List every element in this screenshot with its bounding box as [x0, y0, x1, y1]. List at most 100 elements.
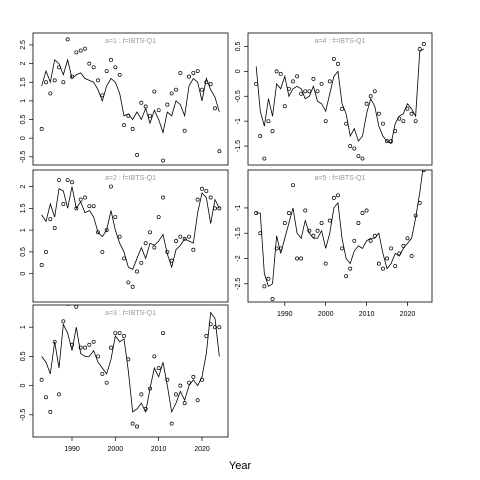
data-point — [187, 380, 191, 385]
panel-title: a=5 : f=IBTS-Q1 — [315, 175, 366, 182]
x-axis-label: Year — [229, 460, 252, 472]
data-point — [117, 331, 122, 335]
data-point — [87, 342, 92, 347]
y-tick-label: 1.5 — [20, 77, 27, 87]
data-point — [368, 238, 373, 243]
fit-line — [41, 311, 220, 414]
y-tick-label: 2 — [20, 185, 27, 189]
data-point — [274, 246, 279, 251]
panel — [39, 178, 222, 289]
data-point — [78, 345, 83, 350]
y-tick-label: -2.5 — [235, 278, 242, 290]
x-tick-label: 1990 — [64, 446, 80, 453]
data-point — [409, 254, 414, 258]
data-point — [61, 80, 66, 85]
data-point — [195, 398, 200, 403]
data-point — [117, 72, 122, 77]
data-point — [282, 221, 287, 226]
data-point — [262, 284, 267, 289]
data-point — [299, 256, 304, 261]
data-point — [122, 123, 126, 128]
data-point — [213, 325, 217, 330]
data-point — [372, 89, 377, 94]
data-point — [48, 217, 53, 222]
data-point — [44, 249, 48, 254]
x-tick-label: 2020 — [194, 446, 210, 453]
data-point — [352, 146, 357, 151]
data-point — [364, 101, 369, 106]
data-point — [135, 269, 139, 274]
data-point — [109, 57, 113, 62]
data-point — [65, 37, 70, 42]
data-point — [143, 241, 148, 246]
data-point — [344, 121, 349, 126]
data-point — [113, 331, 118, 335]
data-point — [299, 91, 304, 96]
y-tick-label: 0 — [20, 136, 27, 140]
data-point — [156, 108, 161, 113]
data-point — [39, 263, 44, 267]
data-point — [74, 50, 79, 55]
y-tick-label: -1 — [235, 205, 242, 211]
y-tick-label: -0.5 — [20, 151, 27, 163]
data-point — [344, 274, 349, 279]
panel — [39, 305, 222, 429]
data-point — [39, 377, 44, 382]
data-point — [135, 152, 139, 157]
data-point — [295, 256, 300, 261]
fit-line — [41, 58, 220, 135]
y-tick-label: 0 — [20, 384, 27, 388]
data-point — [191, 247, 196, 252]
data-point — [340, 246, 344, 251]
data-point — [48, 409, 53, 414]
data-point — [195, 197, 200, 202]
data-point — [174, 239, 178, 243]
data-point — [139, 100, 144, 105]
x-tick-label: 2010 — [151, 446, 167, 453]
data-point — [331, 56, 336, 61]
data-point — [191, 374, 196, 379]
data-point — [87, 61, 92, 66]
data-point — [348, 266, 353, 271]
data-point — [291, 79, 295, 84]
x-tick-label: 2020 — [400, 311, 416, 318]
data-point — [270, 297, 275, 301]
fit-line — [255, 48, 425, 145]
data-point — [57, 178, 61, 182]
panel-frame — [247, 32, 433, 166]
data-point — [327, 218, 332, 223]
y-tick-label: 1 — [20, 228, 27, 232]
y-tick-label: -0.5 — [235, 90, 242, 102]
data-point — [152, 245, 157, 250]
data-point — [360, 156, 365, 161]
data-point — [65, 178, 70, 182]
data-point — [161, 158, 165, 163]
panel-title: a=4 : f=IBTS-Q1 — [315, 38, 366, 45]
data-point — [61, 319, 66, 324]
data-point — [187, 234, 191, 239]
data-point — [52, 78, 57, 83]
data-point — [182, 236, 187, 241]
data-point — [100, 371, 105, 376]
y-tick-label: 2 — [20, 62, 27, 66]
data-point — [174, 392, 178, 397]
data-point — [262, 156, 267, 161]
data-point — [389, 246, 394, 251]
data-point — [113, 215, 118, 219]
data-point — [152, 89, 157, 94]
data-point — [380, 266, 385, 271]
panel — [254, 42, 426, 161]
data-point — [327, 79, 332, 84]
data-point — [303, 208, 308, 213]
data-point — [74, 305, 79, 309]
data-point — [421, 42, 426, 46]
panel-title: a=1 : f=IBTS-Q1 — [105, 38, 156, 45]
data-point — [393, 264, 398, 269]
data-point — [130, 126, 135, 131]
panel-title: a=2 : f=IBTS-Q1 — [105, 175, 156, 182]
data-point — [96, 78, 100, 83]
data-point — [57, 392, 61, 397]
data-point — [100, 249, 105, 254]
data-point — [156, 215, 161, 219]
